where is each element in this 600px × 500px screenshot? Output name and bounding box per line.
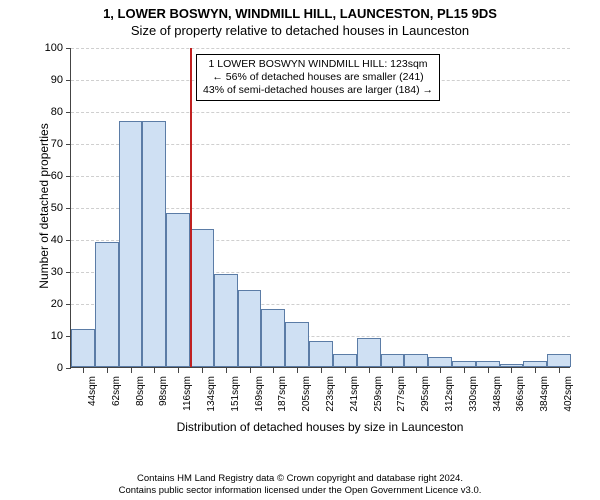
x-tick-label: 205sqm: [301, 376, 312, 412]
x-tick-label: 169sqm: [254, 376, 265, 412]
gridline: [71, 48, 570, 49]
histogram-bar: [95, 242, 119, 367]
y-tick-label: 100: [37, 42, 63, 54]
y-tick-label: 10: [37, 330, 63, 342]
annotation-line1: 1 LOWER BOSWYN WINDMILL HILL: 123sqm: [203, 58, 433, 71]
x-axis-label: Distribution of detached houses by size …: [70, 420, 570, 434]
chart-container: Number of detached properties 0102030405…: [26, 44, 586, 424]
footer-line1: Contains HM Land Registry data © Crown c…: [0, 473, 600, 484]
x-tick: [131, 368, 132, 373]
histogram-bar: [357, 338, 381, 367]
y-tick: [66, 176, 71, 177]
x-tick: [250, 368, 251, 373]
chart-title-address: 1, LOWER BOSWYN, WINDMILL HILL, LAUNCEST…: [0, 0, 600, 21]
y-tick-label: 20: [37, 298, 63, 310]
x-tick: [464, 368, 465, 373]
histogram-bar: [333, 354, 357, 367]
plot-area: 010203040506070809010044sqm62sqm80sqm98s…: [70, 48, 570, 368]
x-tick: [107, 368, 108, 373]
y-tick-label: 80: [37, 106, 63, 118]
histogram-bar: [452, 361, 476, 367]
x-tick-label: 241sqm: [349, 376, 360, 412]
x-tick-label: 366sqm: [515, 376, 526, 412]
x-tick: [321, 368, 322, 373]
histogram-bar: [500, 364, 524, 367]
x-tick-label: 187sqm: [277, 376, 288, 412]
gridline: [71, 112, 570, 113]
y-tick-label: 60: [37, 170, 63, 182]
histogram-bar: [142, 121, 166, 367]
histogram-bar: [261, 309, 285, 367]
y-tick: [66, 144, 71, 145]
x-tick: [559, 368, 560, 373]
x-tick-label: 223sqm: [325, 376, 336, 412]
x-tick: [297, 368, 298, 373]
histogram-bar: [476, 361, 500, 367]
histogram-bar: [285, 322, 309, 367]
y-tick: [66, 368, 71, 369]
histogram-bar: [119, 121, 143, 367]
y-tick: [66, 208, 71, 209]
y-tick-label: 70: [37, 138, 63, 150]
x-tick-label: 80sqm: [135, 376, 146, 406]
property-marker-line: [190, 48, 192, 367]
x-tick: [488, 368, 489, 373]
chart-subtitle: Size of property relative to detached ho…: [0, 21, 600, 38]
y-tick-label: 40: [37, 234, 63, 246]
x-tick-label: 312sqm: [444, 376, 455, 412]
x-tick: [226, 368, 227, 373]
x-tick: [440, 368, 441, 373]
y-tick: [66, 80, 71, 81]
footer-line2: Contains public sector information licen…: [0, 485, 600, 496]
x-tick: [273, 368, 274, 373]
histogram-bar: [190, 229, 214, 367]
x-tick-label: 330sqm: [468, 376, 479, 412]
histogram-bar: [214, 274, 238, 367]
x-tick: [416, 368, 417, 373]
x-tick-label: 116sqm: [182, 376, 193, 411]
histogram-bar: [428, 357, 452, 367]
y-tick: [66, 48, 71, 49]
x-tick: [369, 368, 370, 373]
x-tick-label: 384sqm: [539, 376, 550, 412]
y-tick: [66, 240, 71, 241]
x-tick-label: 259sqm: [373, 376, 384, 412]
x-tick-label: 62sqm: [111, 376, 122, 406]
x-tick: [392, 368, 393, 373]
x-tick-label: 44sqm: [87, 376, 98, 406]
histogram-bar: [71, 329, 95, 367]
x-tick-label: 277sqm: [396, 376, 407, 412]
y-tick-label: 90: [37, 74, 63, 86]
y-tick-label: 30: [37, 266, 63, 278]
y-tick: [66, 272, 71, 273]
x-tick-label: 402sqm: [563, 376, 574, 412]
attribution-footer: Contains HM Land Registry data © Crown c…: [0, 473, 600, 496]
x-tick-label: 134sqm: [206, 376, 217, 412]
y-tick-label: 50: [37, 202, 63, 214]
x-tick: [345, 368, 346, 373]
x-tick-label: 98sqm: [158, 376, 169, 406]
x-tick: [511, 368, 512, 373]
x-tick: [83, 368, 84, 373]
histogram-bar: [166, 213, 190, 367]
histogram-bar: [547, 354, 571, 367]
histogram-bar: [309, 341, 333, 367]
x-tick-label: 295sqm: [420, 376, 431, 412]
histogram-bar: [523, 361, 547, 367]
histogram-bar: [238, 290, 262, 367]
histogram-bar: [404, 354, 428, 367]
x-tick-label: 151sqm: [230, 376, 241, 412]
y-tick: [66, 112, 71, 113]
y-tick: [66, 304, 71, 305]
annotation-line3: 43% of semi-detached houses are larger (…: [203, 84, 433, 97]
x-tick: [178, 368, 179, 373]
x-tick: [154, 368, 155, 373]
annotation-line2: ← 56% of detached houses are smaller (24…: [203, 71, 433, 84]
x-tick: [535, 368, 536, 373]
histogram-bar: [381, 354, 405, 367]
x-tick: [202, 368, 203, 373]
y-tick-label: 0: [37, 362, 63, 374]
annotation-box: 1 LOWER BOSWYN WINDMILL HILL: 123sqm← 56…: [196, 54, 440, 101]
x-tick-label: 348sqm: [492, 376, 503, 412]
